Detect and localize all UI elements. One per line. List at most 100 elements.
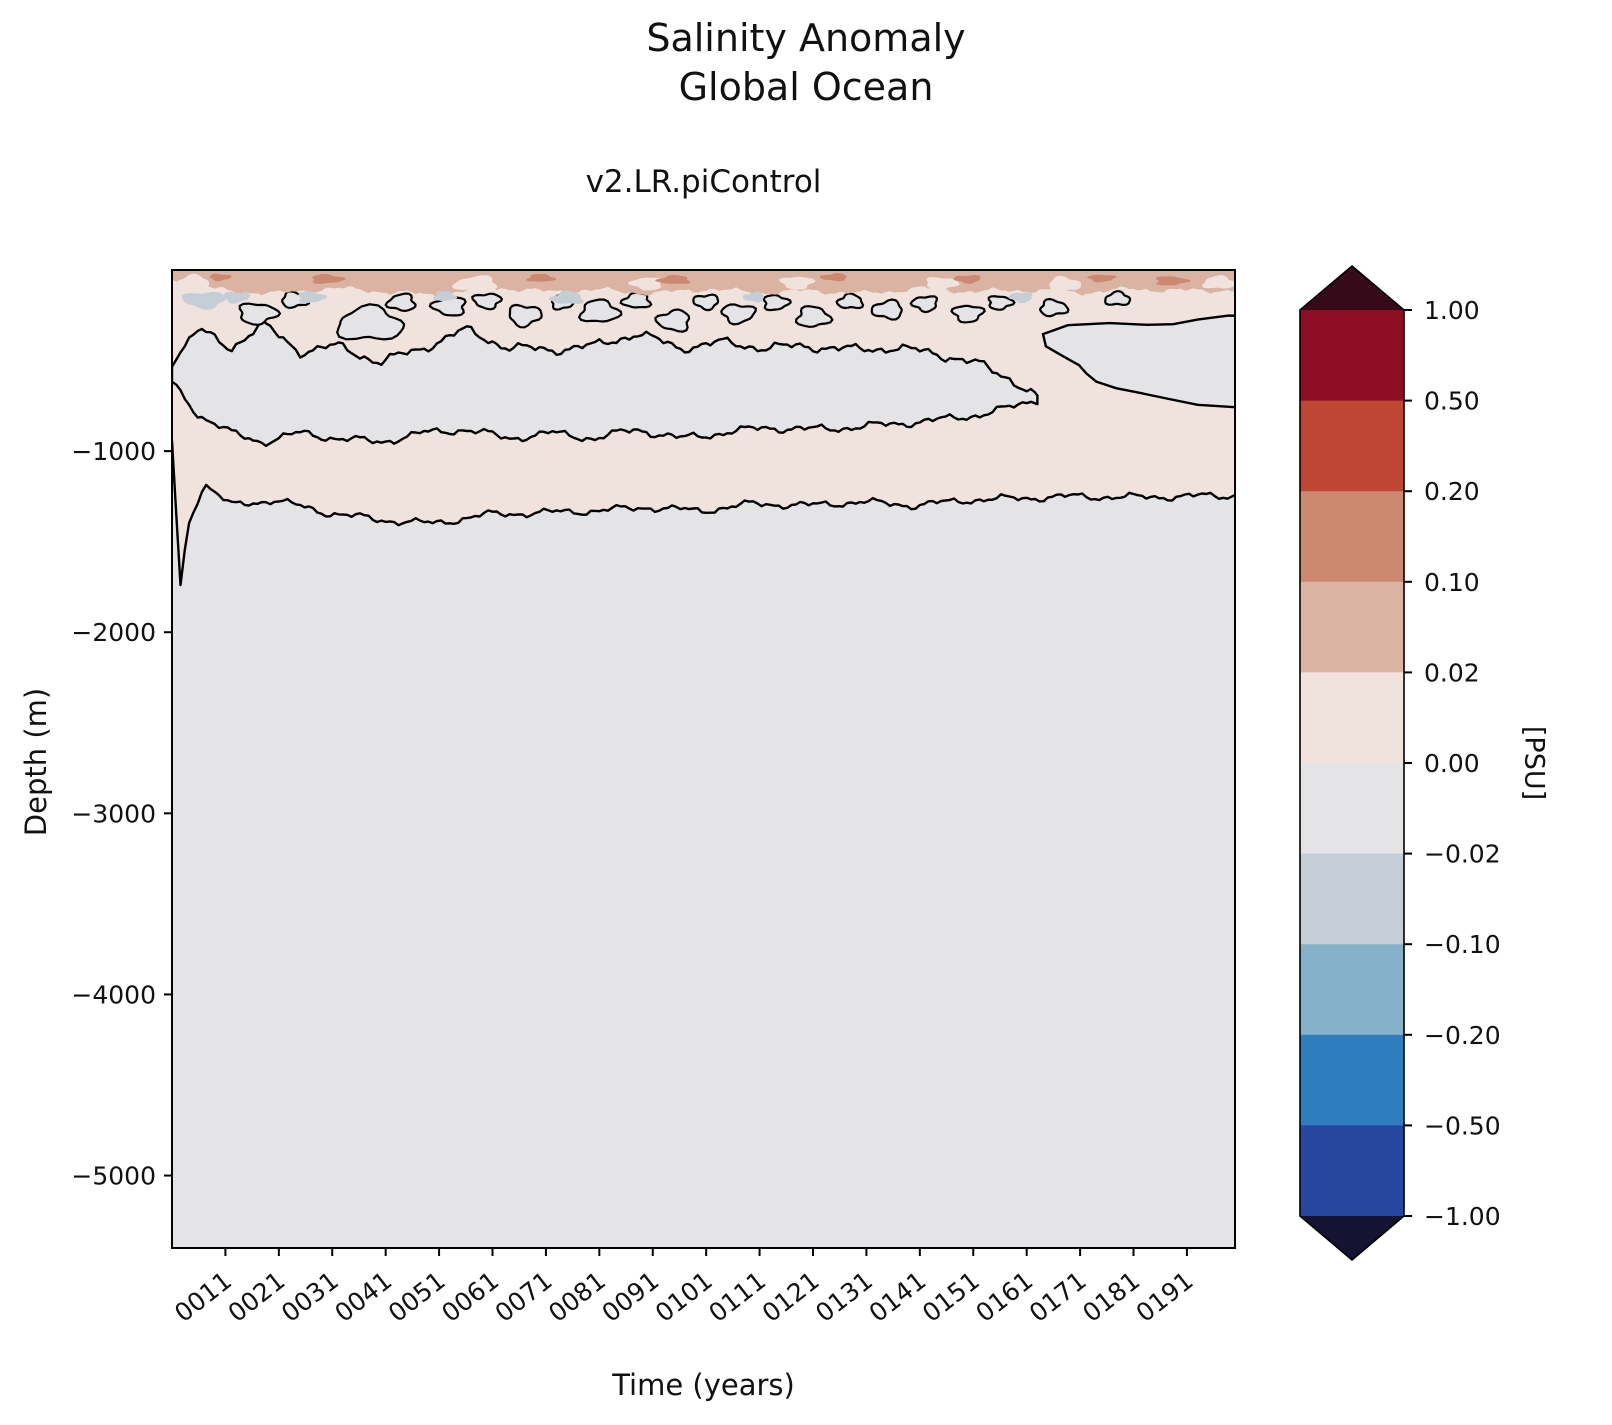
colorbar-band <box>1300 763 1404 855</box>
y-tick-label: −1000 <box>71 437 156 466</box>
x-tick-label: 0171 <box>1024 1266 1092 1328</box>
zero-contour-blob <box>336 303 406 341</box>
colorbar-label: [PSU] <box>1518 725 1550 801</box>
x-tick-label: 0111 <box>703 1266 771 1328</box>
zero-contour-blob <box>909 295 938 314</box>
y-tick-label: −3000 <box>71 799 156 828</box>
colorbar-band <box>1300 1034 1404 1126</box>
x-tick-label: 0161 <box>970 1266 1038 1328</box>
negative-anomaly-patch <box>298 290 327 304</box>
colorbar-band <box>1300 672 1404 764</box>
surface-dark-fleck <box>819 273 847 282</box>
colorbar-tick-label: 0.10 <box>1424 568 1480 597</box>
colorbar-tick-label: −0.50 <box>1424 1111 1501 1140</box>
y-axis-label: Depth (m) <box>19 687 53 837</box>
negative-anomaly-patch <box>548 290 584 304</box>
zero-contour-blob <box>508 303 543 329</box>
zero-contour-blob <box>794 305 834 328</box>
zero-contour-right-lobe <box>1041 314 1235 409</box>
negative-anomaly-patch <box>222 291 251 304</box>
surface-light-patch <box>1201 275 1235 289</box>
surface-dark-fleck <box>1155 276 1191 286</box>
colorbar-band <box>1300 310 1404 402</box>
colorbar-tick-label: −1.00 <box>1424 1202 1501 1231</box>
negative-anomaly-patch <box>742 291 765 303</box>
surface-light-patch <box>926 277 960 291</box>
colorbar-band <box>1300 1125 1404 1217</box>
zero-contour-blob <box>654 308 691 333</box>
colorbar-tick-label: 0.20 <box>1424 477 1480 506</box>
x-tick-label: 0141 <box>864 1266 932 1328</box>
negative-anomaly-patch <box>1008 292 1033 304</box>
x-tick-label: 0091 <box>596 1266 664 1328</box>
plot-frame <box>171 269 1236 1249</box>
colorbar: 1.00 0.50 0.20 0.10 0.02 0.00 −0.02 −0.10 −0.20 −… <box>1299 264 1501 1262</box>
colorbar-tick-label: −0.02 <box>1424 840 1501 869</box>
surface-light-patch <box>779 276 816 290</box>
colorbar-band <box>1300 853 1404 945</box>
negative-anomaly-patch <box>181 291 226 310</box>
zero-contour-blob <box>835 292 865 310</box>
x-tick-label: 0051 <box>383 1266 451 1328</box>
zero-contour-blob <box>577 298 623 323</box>
x-tick-label: 0081 <box>543 1266 611 1328</box>
x-tick-label: 0131 <box>810 1266 878 1328</box>
x-tick-label: 0101 <box>650 1266 718 1328</box>
surface-dark-fleck <box>209 273 232 282</box>
colorbar-band <box>1300 491 1404 583</box>
neutral-lens-region <box>172 318 1039 448</box>
y-tick-label: −4000 <box>71 980 156 1009</box>
x-tick-label: 0011 <box>169 1266 237 1328</box>
chart-title: Salinity Anomaly Global Ocean <box>0 14 1612 111</box>
x-tick-label: 0041 <box>329 1266 397 1328</box>
surface-light-patch <box>177 273 210 290</box>
zero-contour-blob <box>384 292 417 313</box>
contour-field <box>172 270 1235 1248</box>
zero-contour-blob <box>762 293 792 312</box>
colorbar-tick-label: 1.00 <box>1424 296 1480 325</box>
surface-light-patch <box>451 275 498 294</box>
zero-contour-blob <box>1104 289 1132 307</box>
chart-title-line1: Salinity Anomaly <box>646 16 966 60</box>
colorbar-tick-label: −0.20 <box>1424 1021 1501 1050</box>
negative-anomaly-patch <box>432 290 458 302</box>
chart-subtitle-run-label: v2.LR.piControl <box>585 164 822 200</box>
y-tick-label: −2000 <box>71 618 156 647</box>
colorbar-band <box>1300 581 1404 673</box>
colorbar-tick-label: −0.10 <box>1424 930 1501 959</box>
zero-contour-blob <box>692 293 720 312</box>
x-tick-label: 0061 <box>436 1266 504 1328</box>
x-tick-label: 0181 <box>1077 1266 1145 1328</box>
colorbar-under-arrow <box>1300 1216 1404 1260</box>
surface-light-patch <box>1049 275 1082 293</box>
colorbar-tick-label: 0.00 <box>1424 749 1480 778</box>
colorbar-over-arrow <box>1300 266 1404 310</box>
surface-dark-fleck <box>312 274 346 284</box>
zero-contour-blob <box>950 304 986 324</box>
zero-contour-blob <box>870 298 903 321</box>
colorbar-tick-label: 0.50 <box>1424 387 1480 416</box>
x-tick-label: 0191 <box>1131 1266 1199 1328</box>
surface-dark-fleck <box>953 275 981 284</box>
surface-dark-fleck <box>655 275 691 284</box>
colorbar-tick-label: 0.02 <box>1424 658 1480 687</box>
zero-contour-blob <box>720 303 757 326</box>
zero-contour-blob <box>1038 297 1070 318</box>
zero-contour-blob <box>471 292 504 311</box>
x-tick-label: 0071 <box>490 1266 558 1328</box>
zero-contour-deep <box>172 440 1235 587</box>
colorbar-band <box>1300 400 1404 492</box>
chart-title-line2: Global Ocean <box>678 64 934 109</box>
surface-dark-fleck <box>1086 274 1117 283</box>
x-tick-label: 0021 <box>223 1266 291 1328</box>
zero-contour-blob <box>238 302 282 327</box>
zero-contour-blob <box>428 296 467 317</box>
surface-dark-fleck <box>525 273 557 282</box>
x-tick-label: 0031 <box>276 1266 344 1328</box>
zero-contour-blob <box>987 295 1016 311</box>
x-tick-label: 0151 <box>917 1266 985 1328</box>
x-axis-label: Time (years) <box>612 1368 795 1402</box>
surface-light-patch <box>627 277 664 291</box>
